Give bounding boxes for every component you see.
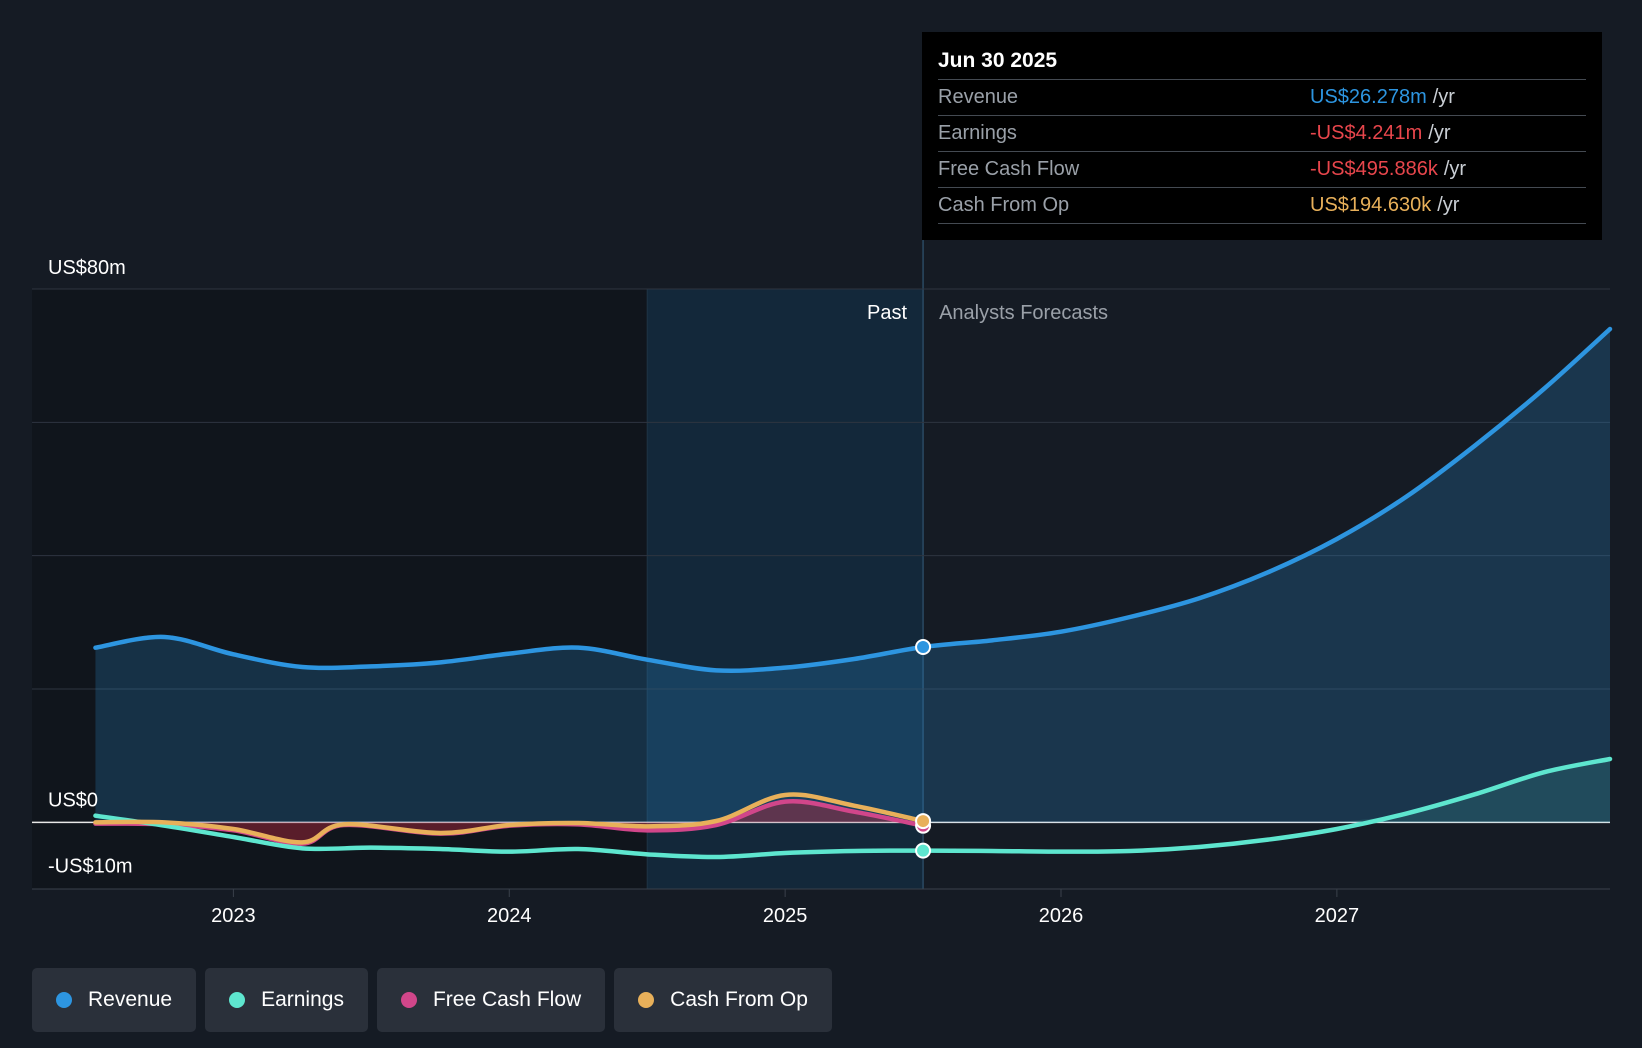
x-tick-label: 2024 xyxy=(487,905,532,927)
free-cash-flow-dot-icon xyxy=(400,992,417,1008)
tooltip-value-cash-from-op: US$194.630k/yr xyxy=(1310,194,1460,216)
legend-label: Cash From Op xyxy=(670,988,808,1011)
legend-label: Earnings xyxy=(261,988,344,1011)
tooltip-label: Earnings xyxy=(938,122,1017,144)
highlight-region xyxy=(647,289,924,889)
free-cash-flow-area xyxy=(95,801,924,844)
tooltip-row-earnings: Earnings -US$4.241m/yr xyxy=(938,116,1586,152)
cash-from-op-line xyxy=(93,792,926,845)
tooltip-row-cash-from-op: Cash From Op US$194.630k/yr xyxy=(938,188,1586,224)
earnings-line xyxy=(93,756,1613,860)
revenue-marker xyxy=(915,639,932,655)
tooltip-label: Revenue xyxy=(938,86,1019,108)
revenue-line xyxy=(93,326,1613,674)
tooltip-date: Jun 30 2025 xyxy=(938,32,1586,80)
earnings-marker xyxy=(915,842,932,859)
x-tick-label: 2027 xyxy=(1315,905,1360,927)
earnings-dot-icon xyxy=(229,992,246,1008)
legend: Revenue Earnings Free Cash Flow Cash Fro… xyxy=(32,968,832,1032)
tooltip-row-free-cash-flow: Free Cash Flow -US$495.886k/yr xyxy=(938,152,1586,188)
tooltip-label: Free Cash Flow xyxy=(938,158,1080,180)
y-axis-label: US$80m xyxy=(48,257,126,279)
y-axis-label: -US$10m xyxy=(48,855,132,877)
x-tick-label: 2023 xyxy=(211,905,256,927)
revenue-area xyxy=(95,329,1610,823)
legend-item-free-cash-flow[interactable]: Free Cash Flow xyxy=(376,968,606,1032)
past-region xyxy=(32,289,648,889)
x-tick-label: 2025 xyxy=(763,905,808,927)
y-axis-label: US$0 xyxy=(48,789,98,811)
legend-label: Revenue xyxy=(88,988,173,1011)
tooltip-value-revenue: US$26.278m/yr xyxy=(1310,86,1455,108)
past-label: Past xyxy=(867,302,907,324)
tooltip-value-free-cash-flow: -US$495.886k/yr xyxy=(1310,158,1467,180)
legend-item-revenue[interactable]: Revenue xyxy=(32,968,197,1032)
tooltip-row-revenue: Revenue US$26.278m/yr xyxy=(938,80,1586,116)
legend-item-earnings[interactable]: Earnings xyxy=(205,968,368,1032)
x-tick-label: 2026 xyxy=(1039,905,1084,927)
tooltip-label: Cash From Op xyxy=(938,194,1070,216)
legend-item-cash-from-op[interactable]: Cash From Op xyxy=(614,968,832,1032)
tooltip-value-earnings: -US$4.241m/yr xyxy=(1310,122,1451,144)
legend-label: Free Cash Flow xyxy=(432,988,582,1011)
forecast-label: Analysts Forecasts xyxy=(939,302,1108,324)
cash-from-op-marker xyxy=(915,813,932,830)
revenue-dot-icon xyxy=(56,992,72,1008)
cash-from-op-dot-icon xyxy=(638,992,655,1008)
tooltip: Jun 30 2025 Revenue US$26.278m/yr Earnin… xyxy=(922,32,1602,240)
